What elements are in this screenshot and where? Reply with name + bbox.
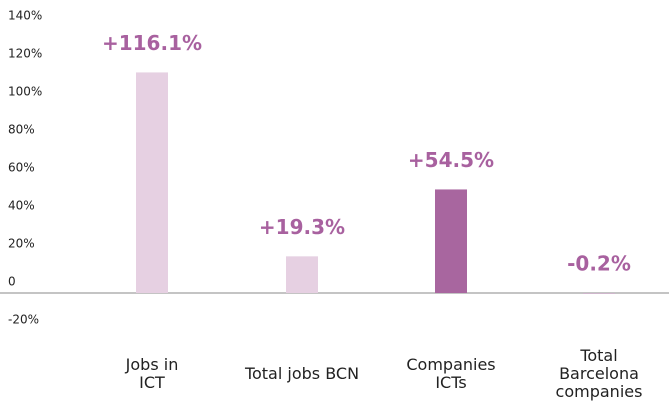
x-tick-label: Jobs in ICT bbox=[125, 355, 179, 392]
y-tick-label: -20% bbox=[8, 313, 39, 327]
value-label: +116.1% bbox=[102, 31, 202, 55]
bar bbox=[286, 256, 318, 293]
y-tick-label: 80% bbox=[8, 123, 35, 137]
value-label: +19.3% bbox=[259, 215, 345, 239]
y-tick-label: 20% bbox=[8, 237, 35, 251]
y-tick-label: 0 bbox=[8, 275, 16, 289]
bar bbox=[136, 72, 168, 293]
y-tick-label: 120% bbox=[8, 47, 42, 61]
value-label: +54.5% bbox=[408, 148, 494, 172]
x-tick-label: Total jobs BCN bbox=[244, 364, 360, 383]
y-tick-label: 100% bbox=[8, 85, 42, 99]
value-label: -0.2% bbox=[567, 252, 631, 276]
y-tick-label: 40% bbox=[8, 199, 35, 213]
y-tick-label: 60% bbox=[8, 161, 35, 175]
x-tick-label: Total Barcelona companies bbox=[555, 346, 643, 401]
y-tick-label: 140% bbox=[8, 9, 42, 23]
bar bbox=[435, 189, 467, 293]
x-tick-label: Companies ICTs bbox=[406, 355, 496, 392]
